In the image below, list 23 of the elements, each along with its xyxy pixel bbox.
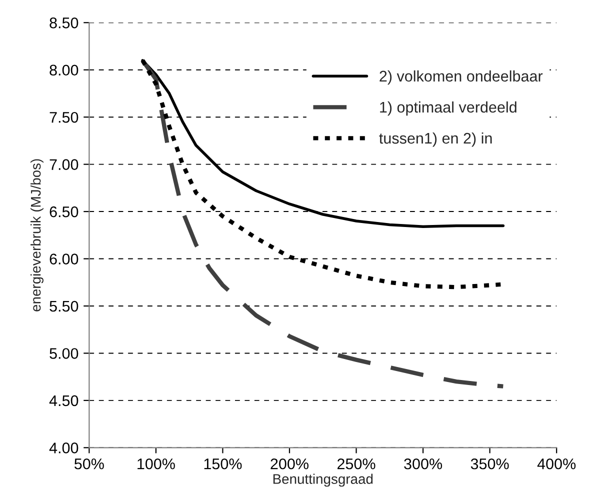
legend-label: 2) volkomen ondeelbaar (380, 70, 543, 85)
y-tick-label: 4.00 (49, 442, 78, 454)
legend-label: 1) optimaal verdeeld (380, 101, 516, 116)
y-tick-label: 5.00 (50, 348, 78, 359)
x-tick-label: 400% (537, 458, 576, 470)
x-tick-label: 250% (337, 458, 376, 470)
x-tick-label: 150% (204, 458, 242, 470)
y-axis-title: energieverbruik (MJ/bos) (30, 159, 44, 312)
y-tick-label: 8.50 (50, 18, 78, 28)
y-tick-label: 5.50 (50, 300, 78, 312)
x-tick-label: 350% (470, 458, 509, 470)
legend-label: tussen1) en 2) in (379, 132, 492, 147)
x-tick-label: 300% (404, 458, 442, 470)
x-tick-label: 50% (74, 458, 104, 470)
y-tick-label: 7.50 (50, 112, 78, 123)
y-tick-label: 6.50 (50, 206, 78, 218)
y-tick-label: 8.00 (50, 64, 78, 76)
y-tick-label: 6.00 (50, 254, 78, 264)
y-tick-label: 7.00 (50, 159, 78, 170)
x-tick-label: 200% (270, 458, 308, 470)
y-tick-label: 4.50 (49, 395, 78, 406)
x-tick-label: 100% (138, 458, 175, 470)
x-axis-title: Benuttingsgraad (273, 474, 373, 487)
